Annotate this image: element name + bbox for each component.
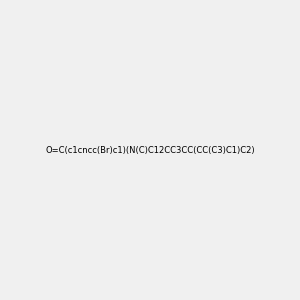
Text: O=C(c1cncc(Br)c1)(N(C)C12CC3CC(CC(C3)C1)C2): O=C(c1cncc(Br)c1)(N(C)C12CC3CC(CC(C3)C1)… [45,146,255,154]
